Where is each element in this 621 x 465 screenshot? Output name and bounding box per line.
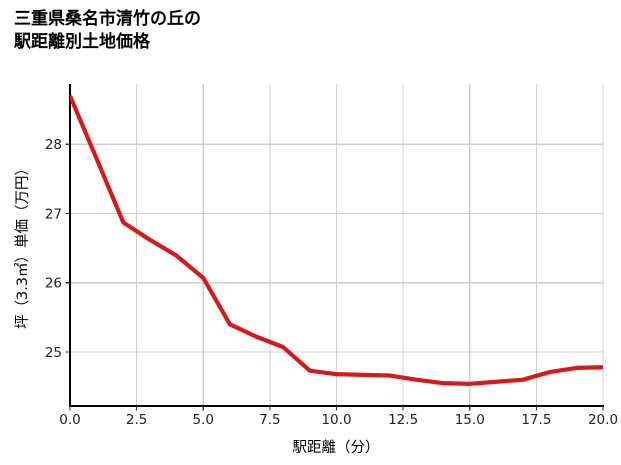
price-line (70, 94, 603, 386)
y-tick-label: 28 (45, 137, 62, 153)
x-tick-label: 20.0 (588, 412, 618, 428)
axis-tick-labels: 25 26 27 28 0.0 2.5 5.0 7.5 10.0 12.5 15.0 17.5 20.0 (45, 137, 618, 428)
x-tick-label: 12.5 (388, 412, 418, 428)
x-tick-label: 10.0 (321, 412, 351, 428)
y-tick-label: 26 (45, 276, 62, 292)
x-axis-title: 駅距離（分） (293, 438, 380, 456)
x-tick-label: 15.0 (455, 412, 485, 428)
x-tick-label: 7.5 (259, 412, 280, 428)
x-tick-label: 5.0 (193, 412, 214, 428)
y-tick-label: 25 (45, 345, 62, 361)
x-tick-label: 17.5 (521, 412, 551, 428)
x-tick-label: 2.5 (126, 412, 147, 428)
x-tick-label: 0.0 (59, 412, 80, 428)
y-axis-title: 坪（3.3㎡）単価（万円） (14, 161, 31, 329)
gridlines (70, 84, 604, 406)
y-tick-label: 27 (45, 206, 62, 222)
data-series-line (70, 94, 603, 386)
axis-ticks (65, 143, 604, 411)
chart-title: 三重県桑名市清竹の丘の 駅距離別土地価格 (14, 9, 201, 53)
